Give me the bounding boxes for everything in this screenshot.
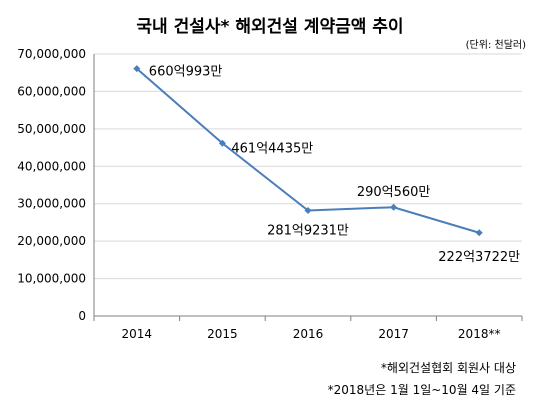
x-tick-label: 2018** [458, 327, 501, 341]
x-tick-label: 2015 [207, 327, 238, 341]
y-tick-label: 50,000,000 [17, 122, 86, 136]
data-label: 222억3722만 [438, 250, 520, 265]
x-tick-label: 2016 [293, 327, 324, 341]
chart-title: 국내 건설사* 해외건설 계약금액 추이 [136, 17, 404, 37]
y-tick-label: 20,000,000 [17, 234, 86, 248]
footnote-period: *2018년은 1월 1일~10월 4일 기준 [327, 383, 516, 397]
x-tick-label: 2017 [378, 327, 409, 341]
y-tick-label: 60,000,000 [17, 84, 86, 98]
data-point [304, 206, 312, 214]
y-tick-label: 10,000,000 [17, 272, 86, 286]
unit-label: (단위: 천달러) [465, 40, 526, 51]
data-point [390, 203, 398, 211]
x-tick-label: 2014 [122, 327, 153, 341]
data-label: 281억9231만 [267, 223, 349, 238]
data-point [218, 139, 226, 147]
footnote-members: *해외건설협회 회원사 대상 [380, 361, 516, 375]
y-tick-label: 70,000,000 [17, 47, 86, 61]
data-label: 461억4435만 [231, 141, 313, 156]
data-point [133, 65, 141, 73]
y-tick-label: 40,000,000 [17, 159, 86, 173]
y-tick-label: 0 [78, 309, 86, 323]
data-point [475, 229, 483, 237]
y-tick-label: 30,000,000 [17, 197, 86, 211]
data-label: 290억560만 [357, 185, 431, 200]
data-label: 660억993만 [149, 65, 223, 80]
